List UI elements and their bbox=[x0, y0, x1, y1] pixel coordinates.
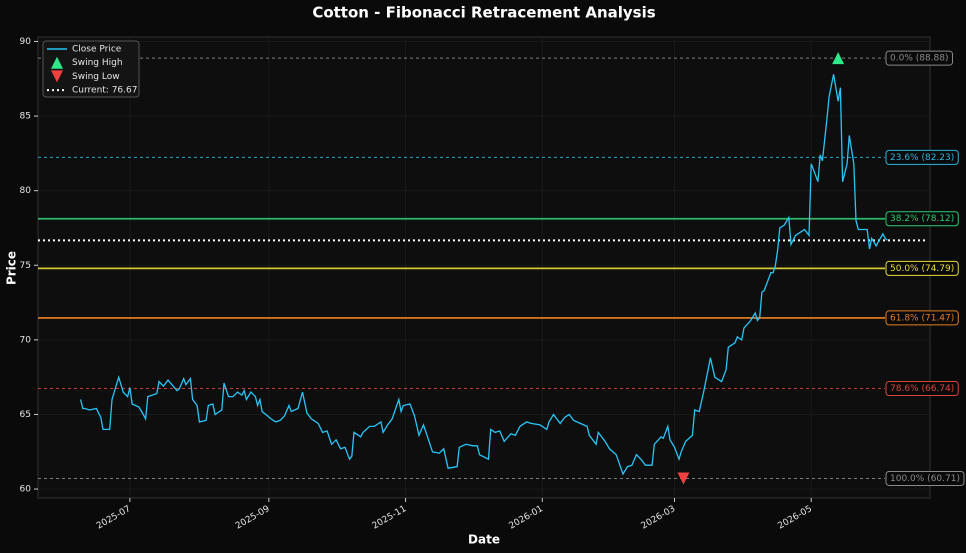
fib-label: 38.2% (78.12) bbox=[890, 214, 954, 224]
x-axis-label: Date bbox=[468, 533, 500, 547]
fib-label-box bbox=[885, 380, 959, 396]
fib-label-box bbox=[885, 149, 959, 165]
price-line bbox=[79, 74, 888, 476]
legend-label: Swing High bbox=[72, 58, 123, 68]
y-tick-label: 75 bbox=[20, 261, 31, 271]
fib-label: 61.8% (71.47) bbox=[890, 313, 954, 323]
legend-box bbox=[42, 40, 140, 98]
y-tick-label: 85 bbox=[20, 112, 31, 122]
fib-label-box bbox=[885, 211, 959, 227]
fib-label-box bbox=[885, 50, 954, 66]
chart-title: Cotton - Fibonacci Retracement Analysis bbox=[312, 4, 655, 22]
y-tick-label: 60 bbox=[20, 485, 32, 495]
legend-swatch bbox=[51, 56, 63, 69]
fib-label: 100.0% (60.71) bbox=[890, 474, 960, 484]
legend-label: Close Price bbox=[72, 45, 122, 55]
fib-label: 78.6% (66.74) bbox=[890, 384, 954, 394]
swing-marker bbox=[677, 472, 690, 485]
y-tick-label: 80 bbox=[20, 186, 32, 196]
swing-marker bbox=[832, 52, 845, 65]
fib-label-box bbox=[885, 260, 959, 276]
legend-swatch bbox=[51, 70, 63, 83]
y-axis-label: Price bbox=[5, 251, 19, 285]
y-tick-label: 70 bbox=[20, 335, 32, 345]
legend-label: Swing Low bbox=[72, 72, 120, 82]
legend-label: Current: 76.67 bbox=[72, 86, 137, 96]
fib-label-box bbox=[885, 470, 965, 486]
y-tick-label: 90 bbox=[20, 37, 32, 47]
y-tick-label: 65 bbox=[20, 410, 31, 420]
fib-label: 23.6% (82.23) bbox=[890, 153, 954, 163]
fib-label: 0.0% (88.88) bbox=[890, 54, 949, 64]
fib-label: 50.0% (74.79) bbox=[890, 264, 954, 274]
fib-label-box bbox=[885, 310, 959, 326]
